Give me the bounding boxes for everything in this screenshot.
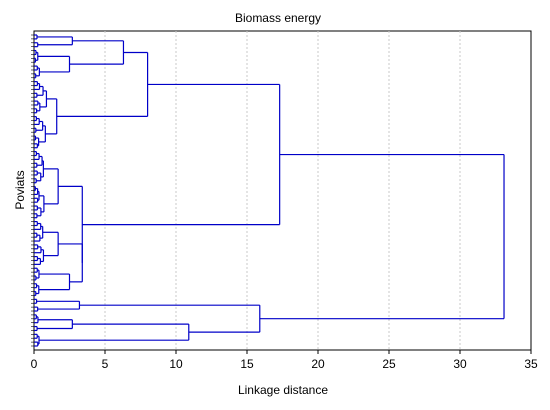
x-axis-label: Linkage distance [238,383,328,397]
plot-frame [33,30,532,351]
x-tick-label: 15 [240,357,254,371]
x-tick-label: 25 [382,357,396,371]
x-axis-ticks: 0 5 10 15 20 25 30 35 [31,350,538,371]
y-axis-leaf-ticks [31,34,34,347]
x-tick-label: 10 [169,357,183,371]
y-axis-label: Poviats [13,170,27,209]
x-tick-label: 0 [31,357,38,371]
dendrogram-links [34,34,505,347]
x-tick-label: 20 [311,357,325,371]
x-tick-label: 35 [524,357,538,371]
x-tick-label: 5 [102,357,109,371]
chart-title: Biomass energy [235,11,321,25]
x-tick-label: 30 [453,357,467,371]
grid-layer [104,31,461,350]
